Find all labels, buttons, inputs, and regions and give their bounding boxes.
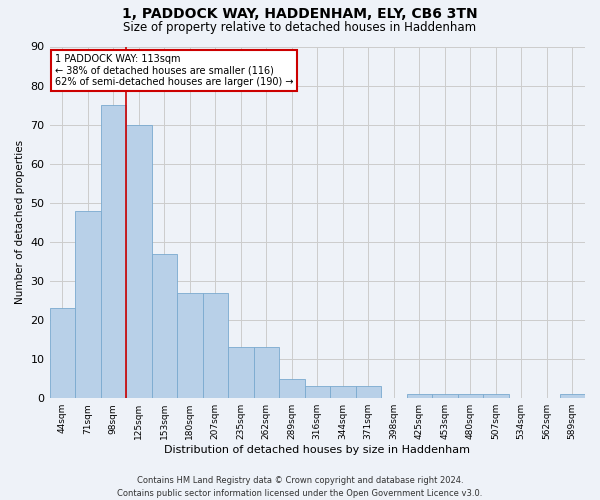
Bar xyxy=(203,292,228,398)
Bar xyxy=(356,386,381,398)
Bar xyxy=(126,124,152,398)
Bar xyxy=(330,386,356,398)
Text: Size of property relative to detached houses in Haddenham: Size of property relative to detached ho… xyxy=(124,21,476,34)
Bar xyxy=(458,394,483,398)
Text: Contains HM Land Registry data © Crown copyright and database right 2024.
Contai: Contains HM Land Registry data © Crown c… xyxy=(118,476,482,498)
Bar xyxy=(228,348,254,398)
Bar xyxy=(152,254,177,398)
X-axis label: Distribution of detached houses by size in Haddenham: Distribution of detached houses by size … xyxy=(164,445,470,455)
Bar xyxy=(483,394,509,398)
Bar xyxy=(305,386,330,398)
Bar xyxy=(50,308,75,398)
Bar xyxy=(254,348,279,398)
Bar xyxy=(279,378,305,398)
Y-axis label: Number of detached properties: Number of detached properties xyxy=(15,140,25,304)
Bar xyxy=(432,394,458,398)
Bar xyxy=(75,210,101,398)
Text: 1 PADDOCK WAY: 113sqm
← 38% of detached houses are smaller (116)
62% of semi-det: 1 PADDOCK WAY: 113sqm ← 38% of detached … xyxy=(55,54,293,86)
Text: 1, PADDOCK WAY, HADDENHAM, ELY, CB6 3TN: 1, PADDOCK WAY, HADDENHAM, ELY, CB6 3TN xyxy=(122,8,478,22)
Bar xyxy=(101,105,126,398)
Bar xyxy=(177,292,203,398)
Bar xyxy=(407,394,432,398)
Bar xyxy=(560,394,585,398)
